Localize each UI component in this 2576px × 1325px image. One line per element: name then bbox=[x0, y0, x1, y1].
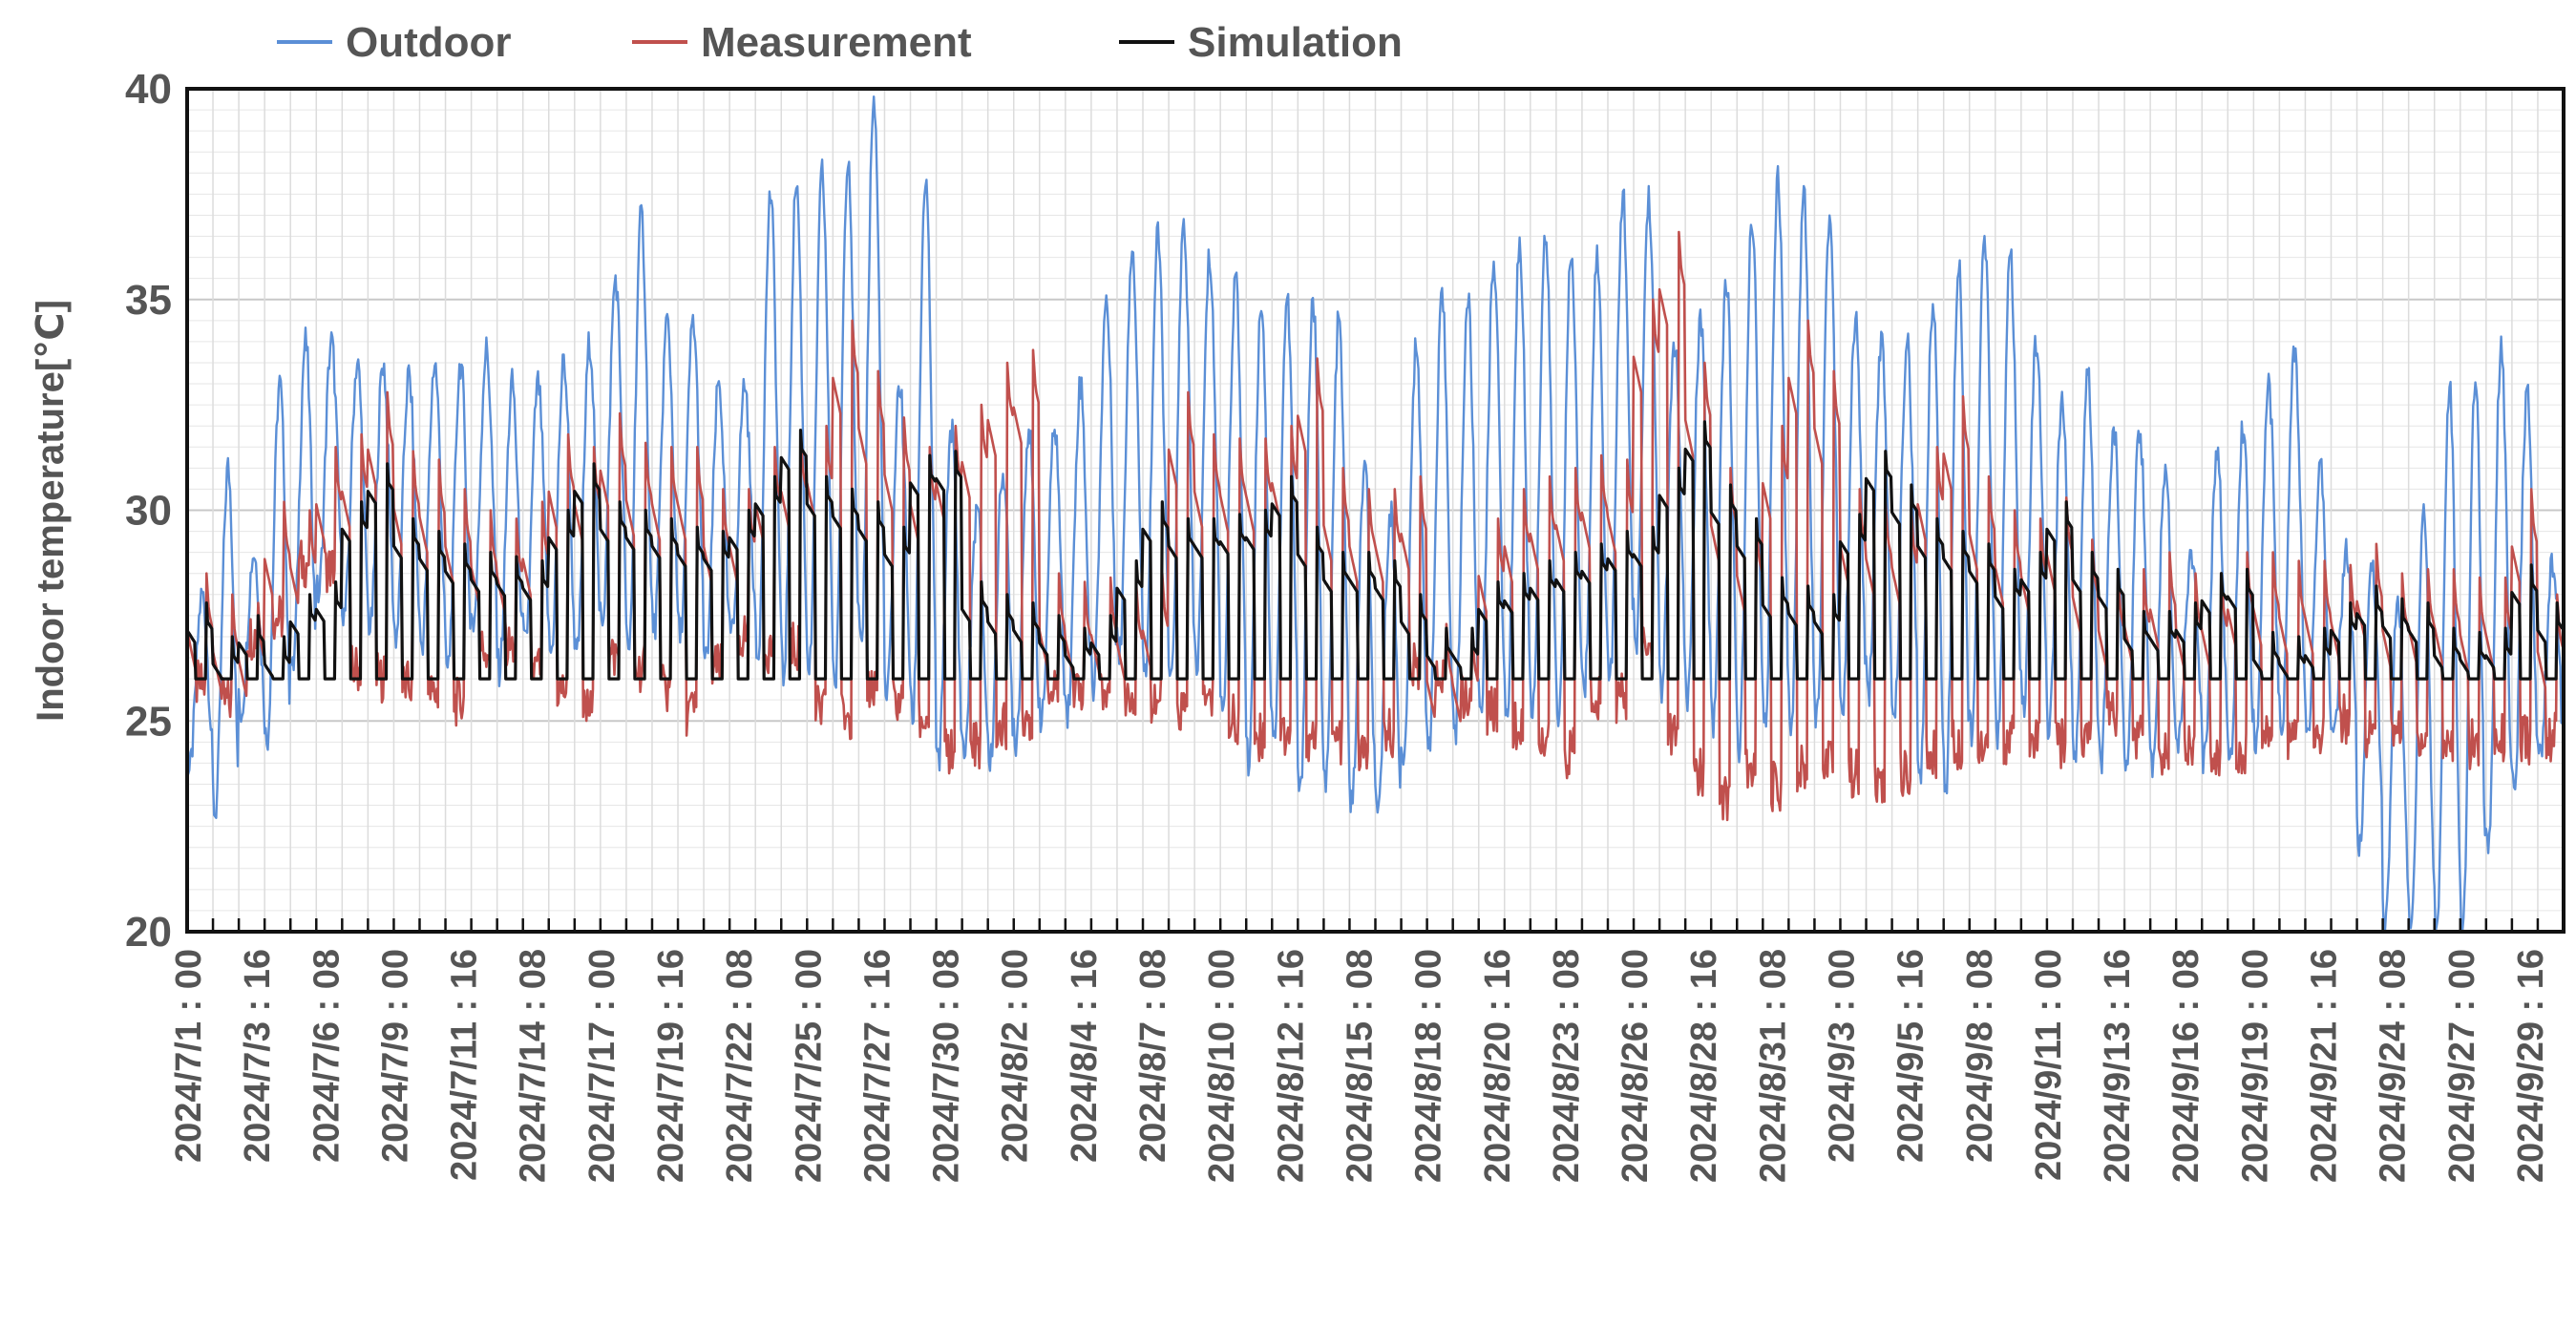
x-tick-label: 2024/8/12 : 16 bbox=[1271, 949, 1311, 1183]
x-minor-ticks bbox=[185, 918, 2565, 932]
x-tick-label: 2024/7/25 : 00 bbox=[789, 949, 829, 1183]
x-tick-label: 2024/8/23 : 08 bbox=[1547, 949, 1587, 1183]
x-tick-label: 2024/9/27 : 00 bbox=[2442, 949, 2482, 1183]
x-tick-label: 2024/7/19 : 16 bbox=[651, 949, 691, 1183]
x-tick-labels: 2024/7/1 : 00 2024/7/3 : 16 2024/7/6 : 08 2… bbox=[169, 949, 2551, 1183]
x-tick-label: 2024/9/5 : 16 bbox=[1891, 949, 1932, 1163]
x-tick-label: 2024/8/7 : 08 bbox=[1133, 949, 1173, 1163]
y-tick-label: 40 bbox=[125, 66, 172, 113]
y-tick-label: 25 bbox=[125, 698, 172, 745]
series-layer bbox=[185, 95, 2565, 934]
legend-label-measurement: Measurement bbox=[701, 19, 972, 66]
legend: Outdoor Measurement Simulation bbox=[277, 19, 1403, 66]
x-tick-label: 2024/9/3 : 00 bbox=[1823, 949, 1863, 1163]
x-tick-label: 2024/8/28 : 16 bbox=[1684, 949, 1724, 1183]
x-tick-label: 2024/8/18 : 00 bbox=[1409, 949, 1449, 1183]
x-tick-label: 2024/8/26 : 00 bbox=[1615, 949, 1656, 1183]
x-tick-label: 2024/8/15 : 08 bbox=[1341, 949, 1381, 1183]
x-tick-label: 2024/7/9 : 00 bbox=[375, 949, 415, 1163]
x-tick-label: 2024/7/22 : 08 bbox=[720, 949, 760, 1183]
x-tick-label: 2024/9/13 : 16 bbox=[2098, 949, 2138, 1183]
x-tick-label: 2024/7/3 : 16 bbox=[238, 949, 278, 1163]
x-tick-label: 2024/7/6 : 08 bbox=[306, 949, 347, 1163]
x-tick-label: 2024/7/11 : 16 bbox=[445, 949, 485, 1181]
y-tick-label: 30 bbox=[125, 488, 172, 535]
x-tick-label: 2024/9/21 : 16 bbox=[2305, 949, 2345, 1183]
x-tick-label: 2024/7/17 : 00 bbox=[582, 949, 623, 1183]
legend-label-outdoor: Outdoor bbox=[346, 19, 512, 66]
x-tick-label: 2024/9/19 : 00 bbox=[2235, 949, 2275, 1183]
x-tick-label: 2024/9/24 : 08 bbox=[2374, 949, 2414, 1183]
x-tick-label: 2024/7/1 : 00 bbox=[169, 949, 209, 1163]
series-line-measurement bbox=[185, 230, 2565, 822]
y-axis-title: Indoor temperature[℃] bbox=[30, 300, 72, 722]
legend-label-simulation: Simulation bbox=[1188, 19, 1403, 66]
x-tick-label: 2024/9/8 : 08 bbox=[1960, 949, 2000, 1163]
y-tick-label: 35 bbox=[125, 277, 172, 324]
x-tick-label: 2024/9/11 : 00 bbox=[2029, 949, 2069, 1181]
x-tick-label: 2024/9/29 : 16 bbox=[2511, 949, 2551, 1183]
x-tick-label: 2024/8/2 : 00 bbox=[996, 949, 1036, 1163]
series-line-simulation bbox=[185, 420, 2565, 681]
x-tick-label: 2024/7/30 : 08 bbox=[927, 949, 967, 1183]
series-line-outdoor bbox=[185, 95, 2565, 934]
x-tick-label: 2024/8/10 : 00 bbox=[1202, 949, 1242, 1183]
y-tick-label: 20 bbox=[125, 909, 172, 956]
x-tick-label: 2024/7/14 : 08 bbox=[514, 949, 554, 1183]
x-tick-label: 2024/8/20 : 16 bbox=[1478, 949, 1518, 1183]
x-tick-label: 2024/7/27 : 16 bbox=[857, 949, 897, 1183]
x-tick-label: 2024/8/4 : 16 bbox=[1065, 949, 1105, 1163]
x-tick-label: 2024/9/16 : 08 bbox=[2166, 949, 2206, 1183]
y-tick-labels: 20 25 30 35 40 bbox=[125, 66, 172, 956]
x-tick-label: 2024/8/31 : 08 bbox=[1753, 949, 1793, 1183]
